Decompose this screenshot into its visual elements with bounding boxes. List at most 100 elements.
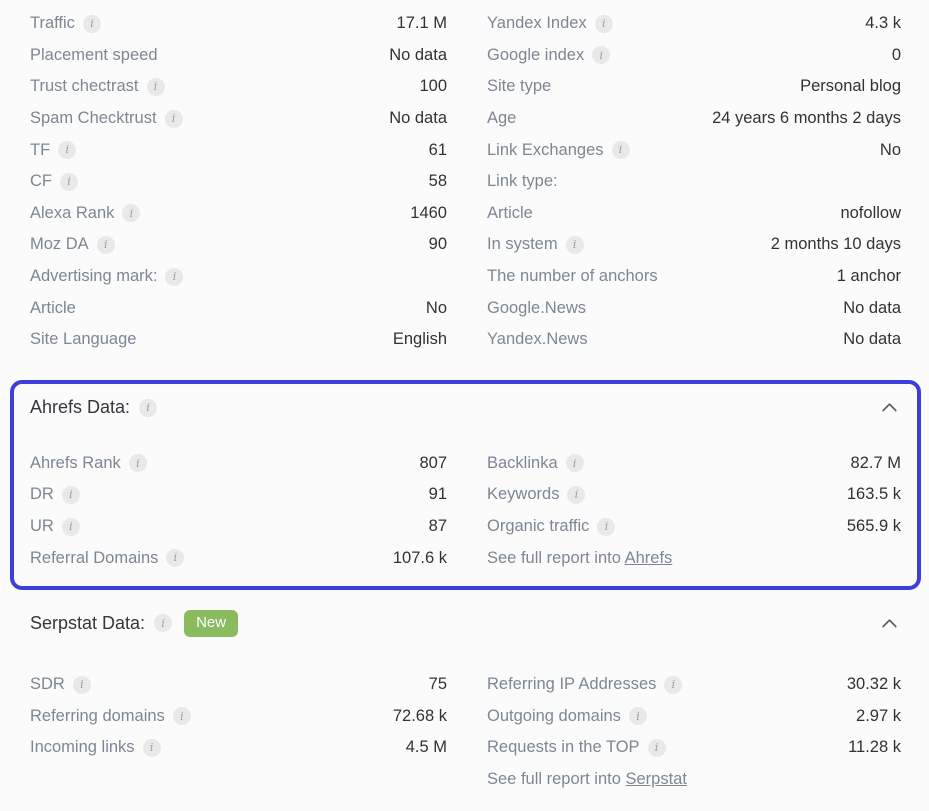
metric-row-alexa-rank: Alexa Rank i 1460 — [30, 198, 447, 230]
metric-row-google-news: Google.News No data — [487, 292, 901, 324]
info-icon[interactable]: i — [592, 46, 611, 65]
metric-value: No data — [843, 330, 901, 349]
info-icon[interactable]: i — [166, 549, 185, 568]
metric-label: The number of anchors — [487, 267, 658, 286]
metric-row-in-system: In system i 2 months 10 days — [487, 229, 901, 261]
info-icon[interactable]: i — [565, 235, 584, 254]
info-icon[interactable]: i — [172, 707, 191, 726]
info-icon[interactable]: i — [567, 485, 586, 504]
info-icon[interactable]: i — [565, 454, 584, 473]
metric-label: DR — [30, 485, 54, 504]
metric-value: Personal blog — [800, 77, 901, 96]
metric-label: Advertising mark: — [30, 267, 158, 286]
metric-row-link-type: Link type: — [487, 166, 901, 198]
info-icon[interactable]: i — [597, 517, 616, 536]
metric-value: 72.68 k — [392, 706, 447, 725]
metric-row-cf: CF i 58 — [30, 166, 447, 198]
info-icon[interactable]: i — [594, 14, 613, 33]
metric-value: 100 — [419, 77, 447, 96]
metric-row-article: Article No — [30, 292, 447, 324]
ahrefs-data-section: Ahrefs Data: i Ahrefs Rank i 807 DR i 91 U… — [10, 379, 921, 590]
metric-label: Referral Domains — [30, 548, 159, 567]
metric-label: Article — [30, 298, 76, 317]
metric-label: Yandex.News — [487, 330, 588, 349]
metric-label: Google.News — [487, 298, 587, 317]
metric-value: 4.3 k — [865, 14, 901, 33]
metric-label: Link type: — [487, 172, 558, 191]
metric-row-moz-da: Moz DA i 90 — [30, 229, 447, 261]
metric-value: 90 — [428, 235, 447, 254]
info-icon[interactable]: i — [647, 738, 666, 757]
metric-label: Referring IP Addresses — [487, 675, 657, 694]
metric-row-ur: UR i 87 — [30, 511, 447, 543]
metric-row-referring-domains: Referring domains i 72.68 k — [30, 701, 447, 733]
metric-row-age: Age 24 years 6 months 2 days — [487, 103, 901, 135]
info-icon[interactable]: i — [146, 77, 165, 96]
serpstat-report-link[interactable]: Serpstat — [625, 769, 687, 788]
metric-value: 17.1 M — [396, 14, 447, 33]
metric-row-advertising-mark: Advertising mark: i — [30, 261, 447, 293]
info-icon[interactable]: i — [96, 235, 115, 254]
ahrefs-report-row: See full report into Ahrefs — [487, 542, 901, 574]
info-icon[interactable]: i — [128, 454, 147, 473]
metric-value: 4.5 M — [405, 738, 447, 757]
metric-label: Age — [487, 109, 517, 128]
info-icon[interactable]: i — [61, 517, 80, 536]
overview-metrics: Traffic i 17.1 M Placement speed No data … — [30, 8, 901, 356]
info-icon[interactable]: i — [628, 707, 647, 726]
metric-value: 1460 — [410, 203, 447, 222]
metric-label: Alexa Rank — [30, 203, 115, 222]
info-icon[interactable]: i — [154, 614, 173, 633]
metric-label: TF — [30, 140, 51, 159]
metric-value: No — [879, 140, 901, 159]
metric-row-spam-checktrust: Spam Checktrust i No data — [30, 103, 447, 135]
collapse-section-button[interactable] — [877, 396, 901, 420]
metric-row-number-of-anchors: The number of anchors 1 anchor — [487, 261, 901, 293]
metric-value: nofollow — [840, 203, 901, 222]
metric-row-link-exchanges: Link Exchanges i No — [487, 134, 901, 166]
metric-value: 82.7 M — [850, 453, 901, 472]
info-icon[interactable]: i — [139, 398, 158, 417]
metric-value: 807 — [419, 453, 447, 472]
metric-row-tf: TF i 61 — [30, 134, 447, 166]
metric-value: 61 — [428, 140, 447, 159]
info-icon[interactable]: i — [60, 172, 78, 191]
info-icon[interactable]: i — [122, 204, 141, 223]
info-icon[interactable]: i — [58, 141, 77, 160]
info-icon[interactable]: i — [165, 267, 184, 286]
metric-label: Trust chectrast — [30, 77, 139, 96]
metric-value: 87 — [428, 517, 447, 536]
info-icon[interactable]: i — [611, 141, 630, 160]
metric-row-placement-speed: Placement speed No data — [30, 40, 447, 72]
metric-label: Google index — [487, 45, 585, 64]
metric-row-dr: DR i 91 — [30, 479, 447, 511]
metric-value: 30.32 k — [846, 675, 901, 694]
metric-value: 107.6 k — [392, 548, 447, 567]
metric-value: 0 — [891, 45, 901, 64]
info-icon[interactable]: i — [664, 675, 683, 694]
metric-row-yandex-news: Yandex.News No data — [487, 324, 901, 356]
metric-row-referral-domains: Referral Domains i 107.6 k — [30, 542, 447, 574]
metric-value: No data — [389, 109, 447, 128]
info-icon[interactable]: i — [72, 675, 91, 694]
metric-row-backlinka: Backlinka i 82.7 M — [487, 448, 901, 480]
metric-label: Site Language — [30, 330, 137, 349]
metric-label: CF — [30, 172, 52, 191]
metric-row-traffic: Traffic i 17.1 M — [30, 8, 447, 40]
collapse-section-button[interactable] — [877, 611, 901, 635]
info-icon[interactable]: i — [164, 109, 183, 128]
metric-value: No data — [843, 298, 901, 317]
info-icon[interactable]: i — [142, 738, 161, 757]
info-icon[interactable]: i — [82, 14, 101, 33]
serpstat-report-row: See full report into Serpstat — [487, 764, 901, 796]
info-icon[interactable]: i — [61, 485, 80, 504]
metric-row-organic-traffic: Organic traffic i 565.9 k — [487, 511, 901, 543]
metric-value: 58 — [428, 172, 447, 191]
ahrefs-report-link[interactable]: Ahrefs — [624, 548, 673, 567]
metric-row-incoming-links: Incoming links i 4.5 M — [30, 732, 447, 764]
metric-label: SDR — [30, 675, 65, 694]
serpstat-section-header: Serpstat Data: i New — [30, 609, 901, 637]
metric-row-site-type: Site type Personal blog — [487, 71, 901, 103]
ahrefs-section-header: Ahrefs Data: i — [30, 396, 901, 420]
chevron-up-icon — [881, 402, 897, 419]
